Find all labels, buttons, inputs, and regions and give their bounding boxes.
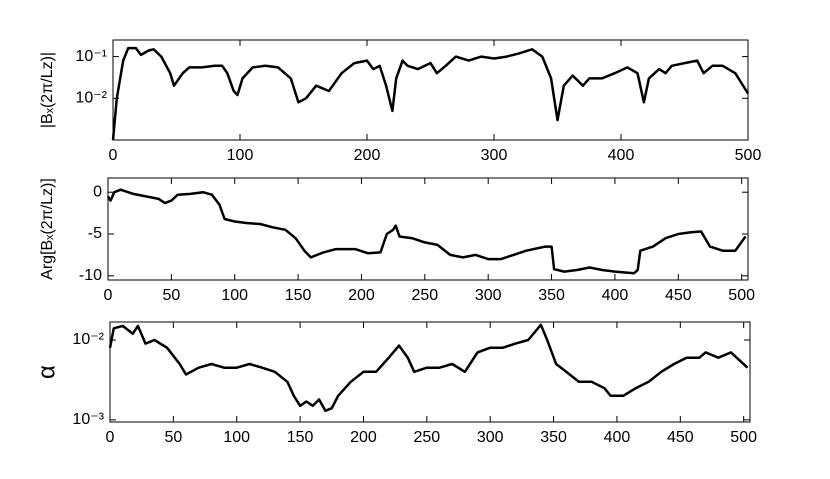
y-tick-label: 10⁻³ bbox=[72, 411, 104, 428]
data-line bbox=[111, 46, 750, 141]
x-tick-label: 200 bbox=[354, 147, 381, 164]
y-axis-label: |Bₓ(2π/Lz)| bbox=[39, 52, 56, 128]
x-tick-label: 0 bbox=[104, 287, 113, 304]
x-tick-label: 300 bbox=[481, 147, 508, 164]
y-tick-label: -5 bbox=[88, 225, 102, 242]
data-line bbox=[106, 188, 747, 275]
axes-box bbox=[112, 39, 749, 141]
x-tick-label: 300 bbox=[477, 429, 504, 446]
x-tick-label: 250 bbox=[411, 287, 438, 304]
y-axis-label: α bbox=[33, 365, 60, 379]
x-tick-label: 400 bbox=[604, 429, 631, 446]
x-tick-label: 350 bbox=[538, 287, 565, 304]
data-line bbox=[108, 323, 749, 413]
x-tick-label: 50 bbox=[162, 287, 180, 304]
axes-box bbox=[107, 177, 749, 281]
y-tick-label: 10⁻² bbox=[75, 90, 107, 107]
x-tick-label: 150 bbox=[287, 429, 314, 446]
x-tick-label: 0 bbox=[106, 429, 115, 446]
x-tick-label: 500 bbox=[735, 147, 762, 164]
x-tick-label: 500 bbox=[730, 429, 757, 446]
x-tick-label: 500 bbox=[728, 287, 755, 304]
x-tick-label: 300 bbox=[475, 287, 502, 304]
x-tick-label: 350 bbox=[540, 429, 567, 446]
x-tick-label: 250 bbox=[413, 429, 440, 446]
x-tick-label: 200 bbox=[350, 429, 377, 446]
x-tick-label: 450 bbox=[667, 429, 694, 446]
x-tick-label: 50 bbox=[164, 429, 182, 446]
axes-box bbox=[109, 321, 751, 423]
x-tick-label: 0 bbox=[109, 147, 118, 164]
x-tick-label: 450 bbox=[665, 287, 692, 304]
y-tick-label: 10⁻² bbox=[72, 331, 104, 348]
x-tick-label: 400 bbox=[608, 147, 635, 164]
x-tick-label: 200 bbox=[348, 287, 375, 304]
x-tick-label: 400 bbox=[602, 287, 629, 304]
x-tick-label: 100 bbox=[227, 147, 254, 164]
x-tick-label: 100 bbox=[221, 287, 248, 304]
y-tick-label: 0 bbox=[93, 183, 102, 200]
y-tick-label: 10⁻¹ bbox=[75, 48, 107, 65]
x-tick-label: 150 bbox=[285, 287, 312, 304]
y-axis-label: Arg[Bₓ(2π/Lz)] bbox=[39, 178, 56, 280]
y-tick-label: -10 bbox=[79, 267, 102, 284]
x-tick-label: 100 bbox=[223, 429, 250, 446]
